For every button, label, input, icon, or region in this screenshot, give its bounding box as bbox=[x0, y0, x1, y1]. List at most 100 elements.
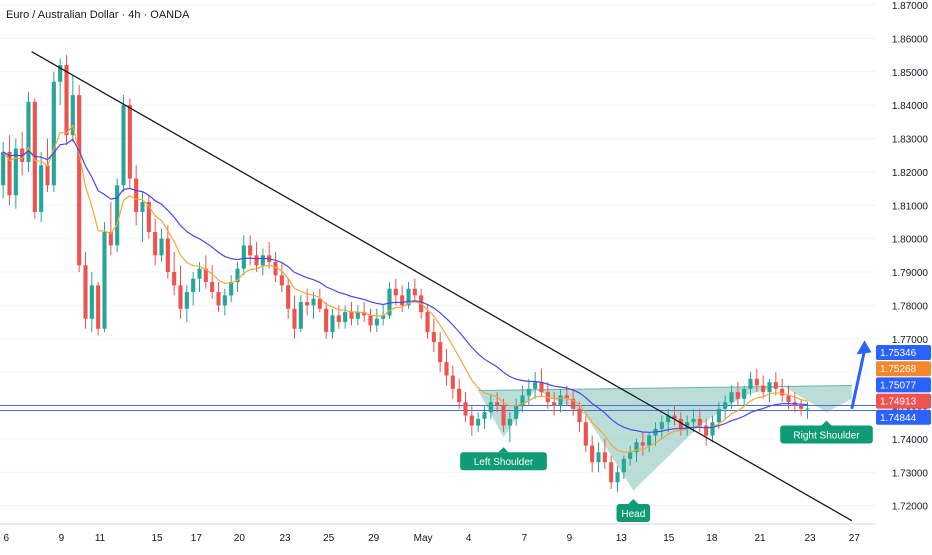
candle-body bbox=[628, 452, 633, 459]
candle-body bbox=[64, 65, 69, 136]
candle bbox=[476, 412, 481, 433]
candle bbox=[343, 305, 348, 329]
candle-body bbox=[400, 295, 405, 306]
annotations: Left Shoulder Head Right Shoulder bbox=[460, 420, 873, 522]
candle bbox=[748, 372, 753, 396]
candle-body bbox=[140, 201, 145, 212]
candle-body bbox=[279, 275, 284, 286]
x-tick-label: 23 bbox=[804, 533, 816, 544]
candle bbox=[558, 388, 563, 413]
candle-body bbox=[203, 268, 208, 283]
candle bbox=[178, 265, 183, 319]
candle-body bbox=[615, 472, 620, 483]
candle-body bbox=[121, 105, 126, 186]
x-tick-label: 20 bbox=[234, 533, 246, 544]
candle-body bbox=[317, 298, 322, 309]
time-axis[interactable]: 6 9 11 15 17 20 23 25 29 May 4 7 9 13 15 18 21 23 27 bbox=[4, 533, 861, 544]
candle-body bbox=[191, 278, 196, 293]
candle-body bbox=[355, 312, 360, 319]
candle bbox=[425, 305, 430, 339]
candle bbox=[678, 412, 683, 436]
candle-body bbox=[431, 332, 436, 343]
candle bbox=[412, 278, 417, 303]
candle-body bbox=[590, 445, 595, 463]
candle-body bbox=[786, 395, 791, 403]
x-tick-label: 9 bbox=[59, 533, 65, 544]
y-tick-label: 1.81000 bbox=[892, 201, 929, 212]
candle bbox=[159, 228, 164, 262]
candle bbox=[393, 278, 398, 306]
candle-body bbox=[96, 285, 101, 329]
candle bbox=[362, 302, 367, 323]
candle bbox=[235, 262, 240, 293]
candle-body bbox=[235, 268, 240, 283]
candle bbox=[387, 282, 392, 319]
annotation-label: Right Shoulder bbox=[780, 420, 873, 444]
descending-trendline bbox=[31, 51, 853, 522]
candle-body bbox=[552, 402, 557, 406]
candle bbox=[444, 348, 449, 386]
candle-body bbox=[362, 312, 367, 316]
x-tick-label: 7 bbox=[522, 533, 528, 544]
candle-body bbox=[146, 201, 151, 232]
candle bbox=[742, 385, 747, 406]
candle bbox=[58, 58, 63, 106]
candle-body bbox=[336, 315, 341, 323]
y-tick-label: 1.85000 bbox=[892, 68, 929, 79]
annotation-box bbox=[616, 503, 651, 522]
candle-body bbox=[463, 402, 468, 416]
candle-body bbox=[476, 418, 481, 426]
candle-body bbox=[678, 418, 683, 429]
candle bbox=[229, 275, 234, 303]
target-arrow-shaft bbox=[850, 350, 866, 410]
candle-body bbox=[507, 418, 512, 426]
annotation-pointer bbox=[628, 498, 639, 504]
candle-body bbox=[609, 462, 614, 483]
y-tick-label: 1.82000 bbox=[892, 168, 929, 179]
candle bbox=[77, 85, 82, 273]
candle-body bbox=[311, 298, 316, 306]
x-tick-label: 29 bbox=[368, 533, 380, 544]
candle bbox=[330, 308, 335, 339]
candle bbox=[704, 418, 709, 446]
y-tick-label: 1.74000 bbox=[892, 435, 929, 446]
candle bbox=[609, 455, 614, 489]
candle-body bbox=[704, 425, 709, 436]
candle-body bbox=[216, 292, 221, 306]
price-label-text: 1.74844 bbox=[880, 413, 917, 424]
x-tick-label: 4 bbox=[466, 533, 472, 544]
candle bbox=[438, 332, 443, 373]
candle bbox=[514, 398, 519, 426]
price-label-box bbox=[876, 345, 931, 360]
x-tick-label: 18 bbox=[706, 533, 718, 544]
ema-slow-line bbox=[2, 138, 808, 433]
candle bbox=[583, 415, 588, 453]
candle bbox=[374, 308, 379, 333]
candle-body bbox=[482, 412, 487, 419]
candle bbox=[723, 395, 728, 419]
candle bbox=[577, 402, 582, 433]
annotation-box bbox=[460, 452, 547, 471]
candle bbox=[621, 455, 626, 479]
candle-body bbox=[647, 435, 652, 446]
candle-body bbox=[564, 395, 569, 399]
horizontal-lines bbox=[0, 405, 876, 412]
candle bbox=[260, 248, 265, 276]
price-label-text: 1.75268 bbox=[880, 364, 917, 375]
candle bbox=[564, 385, 569, 406]
candle bbox=[710, 415, 715, 443]
candle-body bbox=[374, 318, 379, 326]
candle bbox=[26, 91, 31, 172]
x-tick-label: 15 bbox=[663, 533, 675, 544]
candle bbox=[317, 288, 322, 313]
candle bbox=[507, 412, 512, 443]
candle bbox=[716, 402, 721, 429]
candle-body bbox=[83, 265, 88, 319]
candle-body bbox=[571, 398, 576, 409]
x-tick-label: 6 bbox=[4, 533, 10, 544]
candle-body bbox=[659, 422, 664, 429]
candle-body bbox=[260, 255, 265, 266]
candle-body bbox=[716, 408, 721, 423]
